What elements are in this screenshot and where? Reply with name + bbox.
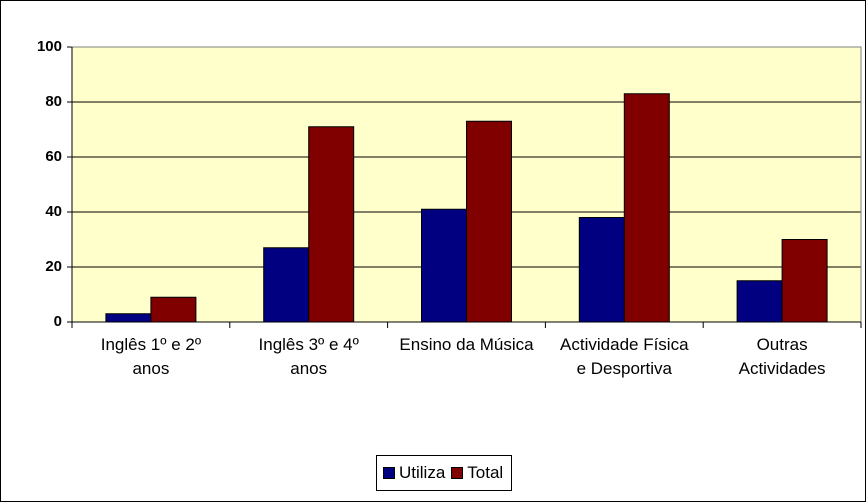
y-tick-label: 0 [54,313,62,330]
legend-item: Total [451,463,503,483]
bar [308,126,355,323]
bar [421,208,467,323]
y-tick-label: 100 [37,38,62,55]
y-tick-label: 60 [45,148,62,165]
y-tick-label: 40 [45,203,62,220]
x-tick-label: Outras Actividades [738,335,826,378]
x-tick-label: Inglês 3º e 4º anos [258,335,359,378]
bar [578,217,625,323]
legend-label: Utiliza [399,463,446,482]
bar [781,239,828,323]
legend-swatch [451,467,464,479]
bar [623,93,670,323]
bar [105,313,152,323]
legend-swatch [383,467,395,479]
x-tick-label: Actividade Física e Desportiva [560,335,689,378]
x-tick-label: Ensino da Música [399,335,534,354]
bar [736,280,783,323]
y-tick-label: 20 [45,258,62,275]
legend-label: Total [467,463,504,482]
legend-item: Utiliza [383,463,445,483]
legend: Utiliza Total [376,455,513,491]
bar [466,120,512,323]
x-tick-label: Inglês 1º e 2º anos [100,335,202,378]
bar [263,247,310,323]
bar [150,296,197,323]
y-tick-label: 80 [45,93,62,110]
